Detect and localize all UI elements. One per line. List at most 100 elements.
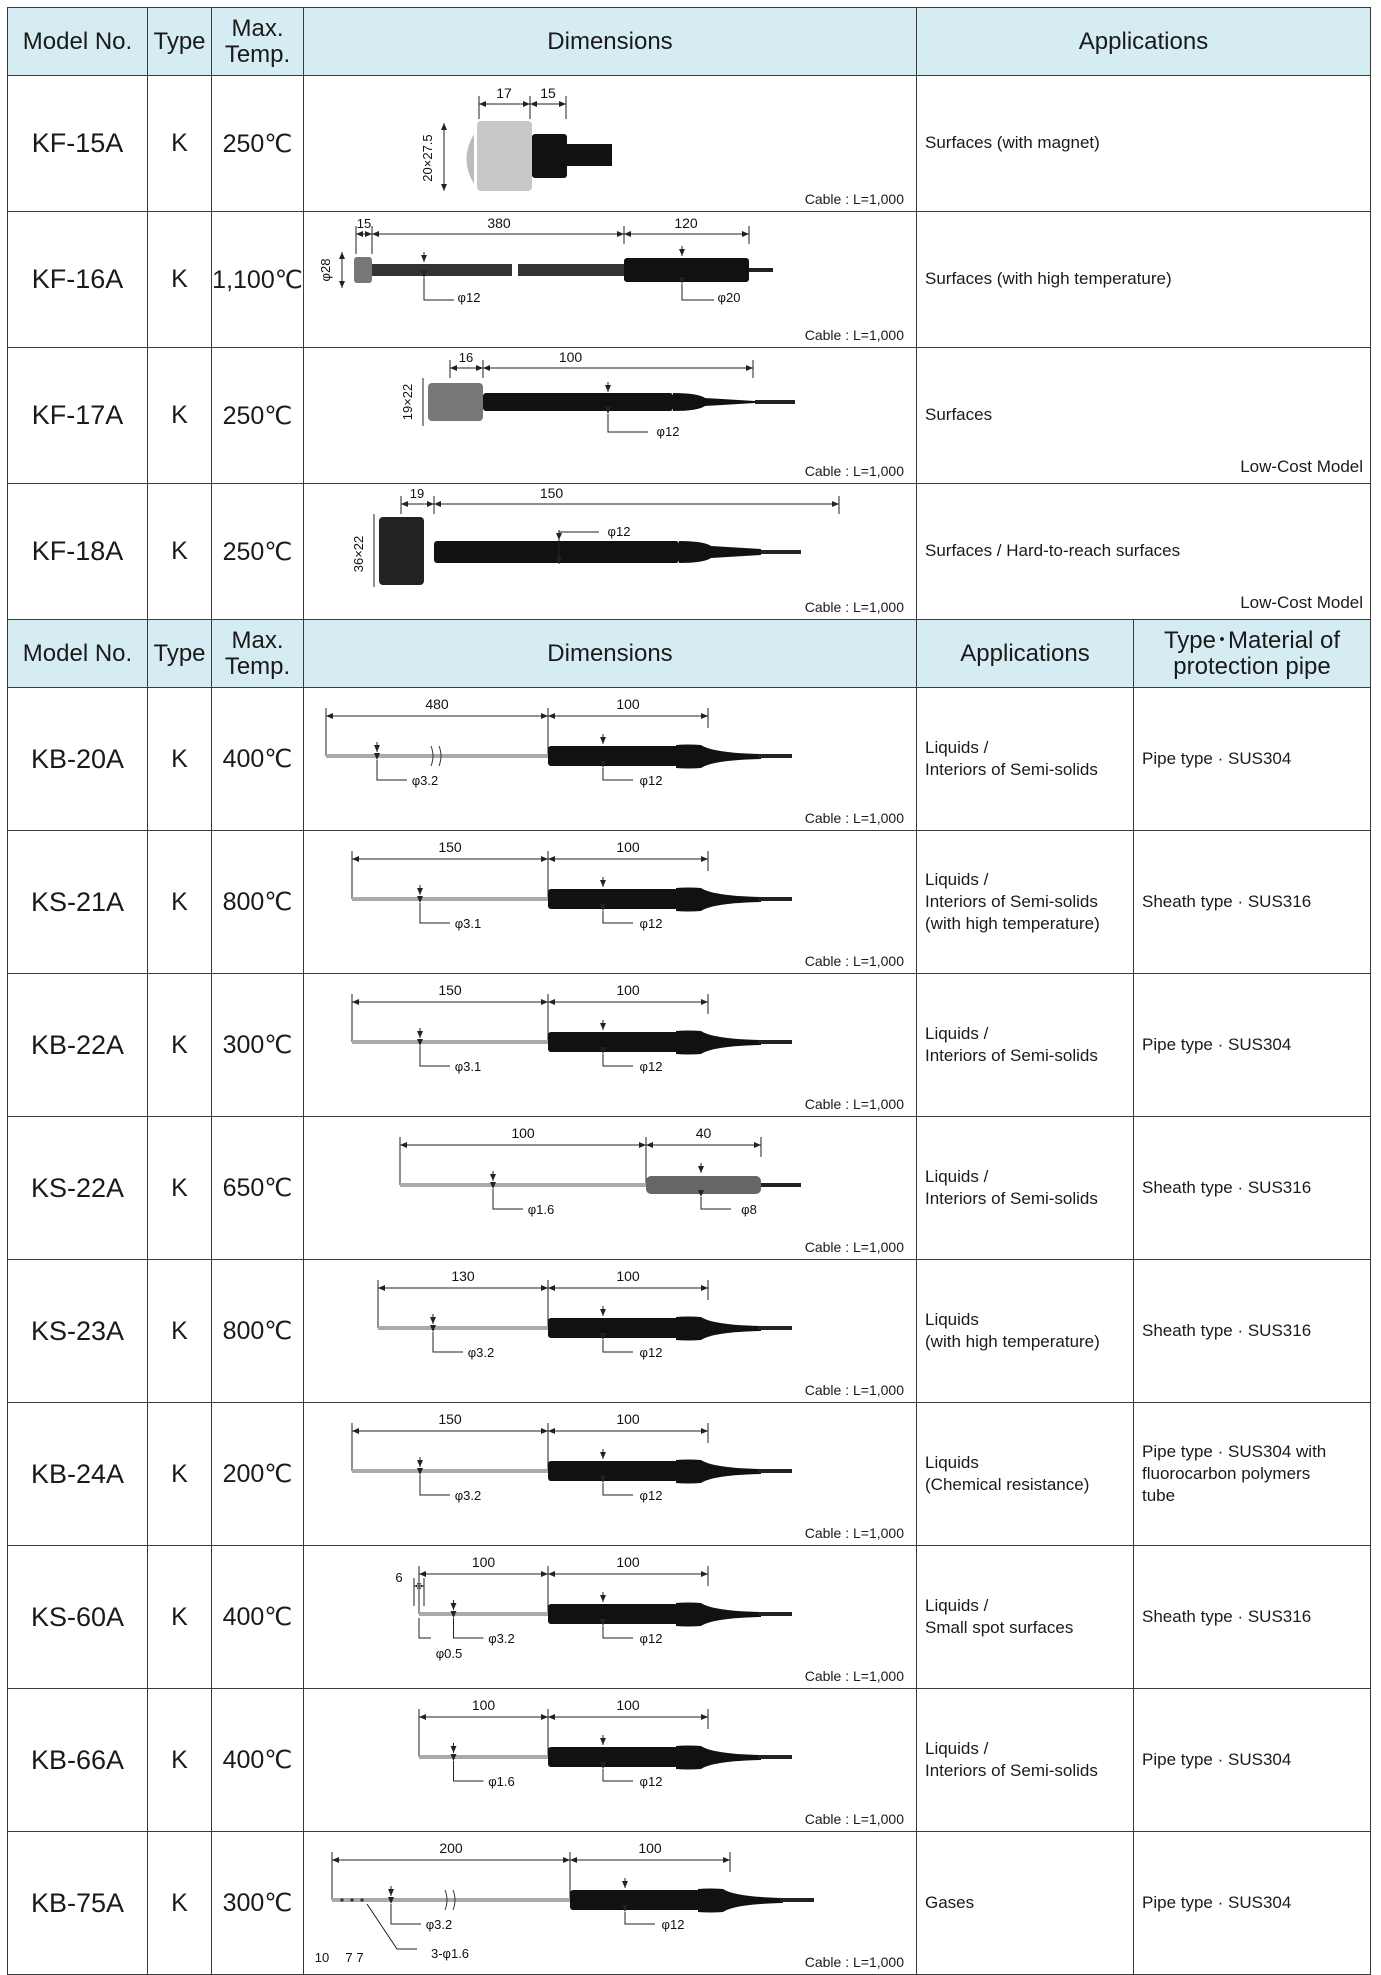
dim-label: 100 bbox=[616, 982, 640, 998]
application-line: Liquids / bbox=[925, 869, 989, 889]
application-line: Interiors of Semi-solids bbox=[925, 891, 1098, 911]
material-line: Pipe type · SUS304 bbox=[1142, 748, 1292, 768]
material-line: Sheath type · SUS316 bbox=[1142, 891, 1312, 911]
dim-label: 100 bbox=[616, 1268, 640, 1284]
surface-probe-diagram: 16 100 19×22 φ12 bbox=[400, 349, 795, 439]
table-row: KB-20A K 400℃ 480 100 φ3.2 φ12 Cable : L=1,0… bbox=[7, 687, 1372, 831]
dim-label: 19×22 bbox=[400, 384, 415, 421]
thermocouple-type: K bbox=[147, 75, 212, 212]
application-line: (with high temperature) bbox=[925, 914, 1100, 934]
probe-handle bbox=[624, 258, 749, 282]
dimension-drawing: 150 100 φ3.1 φ12 Cable : L=1,000 bbox=[303, 830, 917, 974]
model-number: KS-60A bbox=[7, 1545, 148, 1689]
thermocouple-type: K bbox=[147, 1259, 212, 1403]
protection-pipe-material: Pipe type · SUS304 bbox=[1132, 687, 1372, 831]
model-number: KF-15A bbox=[7, 75, 148, 212]
model-number: KF-18A bbox=[7, 483, 148, 620]
dim-label: 380 bbox=[487, 215, 511, 231]
dim-label: 10 bbox=[315, 1950, 329, 1965]
thermocouple-type: K bbox=[147, 1545, 212, 1689]
cable bbox=[758, 1612, 792, 1616]
dim-label: φ12 bbox=[640, 1631, 663, 1646]
probe-sheath bbox=[400, 1183, 646, 1187]
model-number: KS-22A bbox=[7, 1116, 148, 1260]
probe-handle bbox=[548, 1461, 678, 1481]
cable-length: Cable : L=1,000 bbox=[804, 1525, 904, 1541]
dim-label: 16 bbox=[459, 350, 473, 365]
application-line: Liquids / bbox=[925, 1595, 989, 1615]
material-line: fluorocarbon polymers bbox=[1142, 1463, 1311, 1483]
dim-label: φ3.1 bbox=[455, 1059, 482, 1074]
application-line: Small spot surfaces bbox=[925, 1618, 1074, 1637]
application-line: Interiors of Semi-solids bbox=[925, 1189, 1098, 1208]
table-row: KF-18A K 250℃ 19 150 36×22 φ12 Cable : L=1,0… bbox=[7, 483, 1372, 620]
thermocouple-type: K bbox=[147, 973, 212, 1117]
table-row: KB-24A K 200℃ 150 100 φ3.2 φ12 Cable : L=1,0… bbox=[7, 1402, 1372, 1546]
cable bbox=[758, 1326, 792, 1330]
dimension-drawing: 17 15 20×27.5 Cable : L=1,000 bbox=[303, 75, 917, 212]
dimension-drawing: 150 100 φ3.2 φ12 Cable : L=1,000 bbox=[303, 1402, 917, 1546]
dim-label: 15 bbox=[540, 85, 556, 101]
table-row: KB-66A K 400℃ 100 100 φ1.6 φ12 Cable : L=1,0… bbox=[7, 1688, 1372, 1832]
dim-label: φ12 bbox=[640, 1488, 663, 1503]
max-temp: 250℃ bbox=[211, 75, 304, 212]
max-temp: 800℃ bbox=[211, 1259, 304, 1403]
table-row: KS-23A K 800℃ 130 100 φ3.2 φ12 Cable : L=1,0… bbox=[7, 1259, 1372, 1403]
dim-label: 7 bbox=[345, 1950, 352, 1965]
thermocouple-spec-table: Model No. Type Max. Temp. Dimensions Appl… bbox=[7, 7, 1372, 1975]
model-number: KB-22A bbox=[7, 973, 148, 1117]
probe-diagram: 150 100 φ3.1 φ12 bbox=[351, 839, 792, 931]
application: Surfaces (with high temperature) bbox=[915, 211, 1372, 348]
probe-shaft bbox=[372, 264, 512, 276]
model-number: KF-17A bbox=[7, 347, 148, 484]
application-line: Liquids / bbox=[925, 737, 989, 757]
probe-handle bbox=[483, 393, 673, 411]
probe-handle bbox=[434, 541, 679, 563]
dim-label: 200 bbox=[439, 1840, 463, 1856]
cable bbox=[758, 897, 792, 901]
cable bbox=[758, 754, 792, 758]
table-row: KF-15A K 250℃ 17 15 20×27.5 Cable : L=1,000… bbox=[7, 75, 1372, 212]
application: Gases bbox=[916, 1831, 1134, 1975]
table-row: KF-17A K 250℃ 16 100 19×22 φ12 Cable : L=1,0… bbox=[7, 347, 1372, 484]
dim-label: 36×22 bbox=[351, 536, 366, 573]
probe-handle bbox=[548, 1747, 678, 1767]
max-temp: 400℃ bbox=[211, 687, 304, 831]
dim-label: 3-φ1.6 bbox=[431, 1946, 469, 1961]
max-temp: 300℃ bbox=[211, 1831, 304, 1975]
probe-diagram: 130 100 φ3.2 φ12 bbox=[377, 1268, 792, 1360]
max-temp: 250℃ bbox=[211, 347, 304, 484]
model-number: KS-21A bbox=[7, 830, 148, 974]
dim-label: φ12 bbox=[608, 524, 631, 539]
material-line: Pipe type · SUS304 with bbox=[1142, 1441, 1327, 1461]
application-line: Interiors of Semi-solids bbox=[925, 760, 1098, 779]
thermocouple-type: K bbox=[147, 687, 212, 831]
model-number: KS-23A bbox=[7, 1259, 148, 1403]
probe-handle bbox=[570, 1890, 700, 1910]
max-temp: 400℃ bbox=[211, 1688, 304, 1832]
application-line: Liquids / bbox=[925, 1023, 989, 1043]
header-applications: Applications bbox=[916, 619, 1134, 688]
table-row: KS-60A K 400℃ 100 100 6 φ0.5 φ3.2 φ12 Cable : … bbox=[7, 1545, 1372, 1689]
dim-label: φ20 bbox=[718, 290, 741, 305]
dim-label: φ0.5 bbox=[436, 1646, 463, 1661]
thermocouple-type: K bbox=[147, 1116, 212, 1260]
low-cost-note: Low-Cost Model bbox=[1240, 456, 1364, 476]
max-temp: 650℃ bbox=[211, 1116, 304, 1260]
dim-label: 150 bbox=[438, 839, 462, 855]
protection-pipe-material: Pipe type · SUS304 bbox=[1132, 1688, 1372, 1832]
magnet-head bbox=[477, 121, 532, 191]
header-model: Model No. bbox=[7, 619, 148, 688]
probe-handle bbox=[548, 1318, 678, 1338]
thermocouple-type: K bbox=[147, 830, 212, 974]
cable-length: Cable : L=1,000 bbox=[804, 599, 904, 615]
dim-label: 17 bbox=[496, 85, 512, 101]
probe-handle bbox=[548, 1604, 678, 1624]
dim-label: φ28 bbox=[318, 259, 333, 282]
probe-sheath bbox=[332, 1898, 570, 1902]
cable-length: Cable : L=1,000 bbox=[804, 953, 904, 969]
application-line: Liquids / bbox=[925, 1738, 989, 1758]
dim-label: 100 bbox=[638, 1840, 662, 1856]
application-line: Interiors of Semi-solids bbox=[925, 1761, 1098, 1780]
dim-label: 100 bbox=[472, 1554, 496, 1570]
